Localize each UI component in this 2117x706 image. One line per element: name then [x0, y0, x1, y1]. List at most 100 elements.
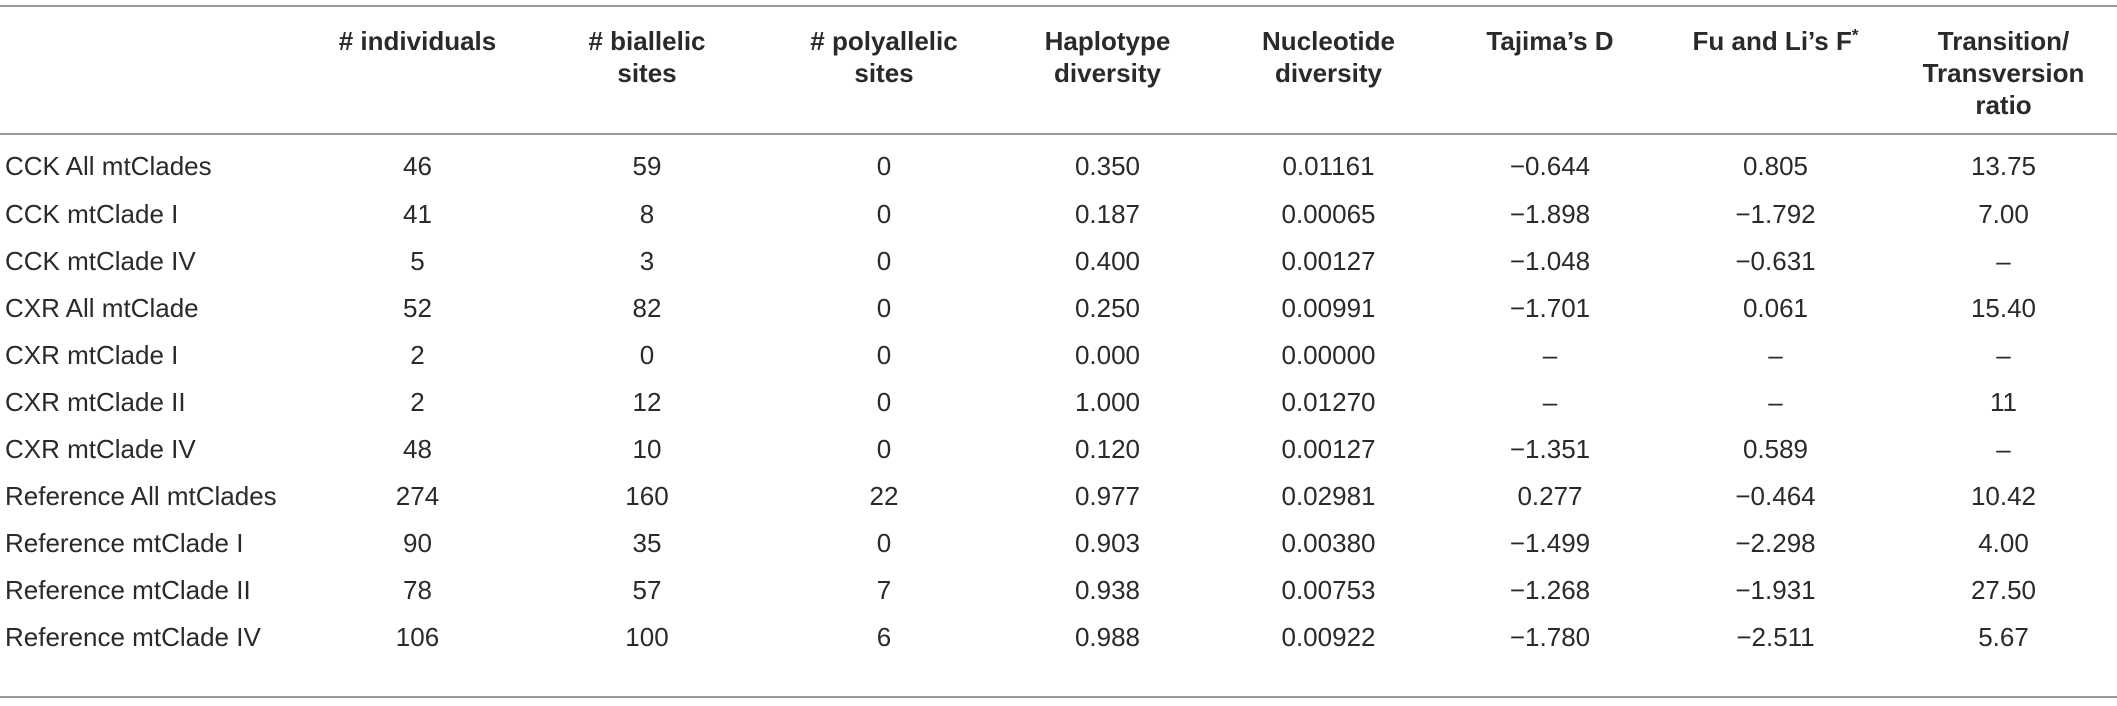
- tajimas-d-cell: −1.701: [1509, 293, 1591, 323]
- transition-transversion-cell: 4.00: [1978, 528, 2029, 558]
- tajimas-d-cell: −1.898: [1509, 199, 1591, 229]
- individuals-cell: 2: [410, 387, 425, 417]
- biallelic-sites-cell: 8: [639, 199, 655, 229]
- header-label: [0, 6, 312, 134]
- nucleotide-diversity-cell: 0.02981: [1281, 481, 1376, 511]
- transition-transversion-cell: –: [1996, 246, 2011, 276]
- fu-and-lis-f-cell: 0.061: [1742, 293, 1809, 323]
- tajimas-d-cell: −1.499: [1509, 528, 1591, 558]
- row-label: CXR mtClade II: [5, 387, 186, 417]
- transition-transversion-cell: 13.75: [1970, 150, 2037, 181]
- row-label: CCK All mtClades: [5, 150, 212, 181]
- biallelic-sites-cell: 12: [632, 387, 662, 417]
- transition-transversion-cell: 27.50: [1970, 575, 2037, 605]
- biallelic-sites-cell: 57: [632, 575, 662, 605]
- biallelic-sites-cell: 82: [632, 293, 662, 323]
- fu-and-lis-f-cell: 0.589: [1742, 434, 1809, 464]
- row-label: CXR All mtClade: [5, 293, 199, 323]
- fu-and-lis-f-cell: 0.805: [1742, 150, 1809, 181]
- header-haplotype-diversity: Haplotype diversity: [1044, 26, 1171, 88]
- row-label: CXR mtClade I: [5, 340, 179, 370]
- nucleotide-diversity-cell: 0.00127: [1281, 434, 1376, 464]
- polyallelic-sites-cell: 0: [876, 528, 892, 558]
- header-individuals: # individuals: [338, 26, 497, 56]
- polyallelic-sites-cell: 0: [876, 340, 892, 370]
- header-biallelic-sites: # biallelic sites: [588, 26, 706, 88]
- fu-and-lis-f-cell: −1.931: [1735, 575, 1816, 605]
- nucleotide-diversity-cell: 0.00380: [1281, 528, 1376, 558]
- table-row: CXR mtClade II 2 12 0 1.000 0.01270 – – 11: [0, 379, 2117, 426]
- haplotype-diversity-cell: 0.250: [1074, 293, 1141, 323]
- biallelic-sites-cell: 100: [625, 622, 669, 652]
- haplotype-diversity-cell: 0.988: [1074, 622, 1141, 652]
- individuals-cell: 5: [410, 246, 425, 276]
- haplotype-diversity-cell: 1.000: [1074, 387, 1141, 417]
- transition-transversion-cell: –: [1996, 340, 2011, 370]
- haplotype-diversity-cell: 0.977: [1074, 481, 1141, 511]
- table-bottom-rule: [0, 696, 2117, 698]
- row-label: Reference All mtClades: [5, 481, 277, 511]
- biallelic-sites-cell: 10: [632, 434, 662, 464]
- polyallelic-sites-cell: 0: [876, 150, 892, 181]
- header-tajimas-d: Tajima’s D: [1486, 26, 1614, 56]
- polyallelic-sites-cell: 0: [876, 199, 892, 229]
- transition-transversion-cell: 5.67: [1978, 622, 2029, 652]
- haplotype-diversity-cell: 0.903: [1074, 528, 1141, 558]
- table-row: Reference All mtClades 274 160 22 0.977 0.029…: [0, 473, 2117, 520]
- tajimas-d-cell: −1.048: [1509, 246, 1591, 276]
- table-row: CXR All mtClade 52 82 0 0.250 0.00991 −1.701 0.…: [0, 285, 2117, 332]
- biallelic-sites-cell: 59: [632, 150, 662, 181]
- header-nucleotide-diversity: Nucleotide diversity: [1262, 26, 1395, 88]
- fu-and-lis-f-cell: −0.631: [1735, 246, 1816, 276]
- tajimas-d-cell: –: [1542, 340, 1558, 370]
- fu-and-lis-f-cell: –: [1768, 340, 1783, 370]
- nucleotide-diversity-cell: 0.00127: [1281, 246, 1376, 276]
- polyallelic-sites-cell: 0: [876, 293, 892, 323]
- tajimas-d-cell: –: [1542, 387, 1558, 417]
- haplotype-diversity-cell: 0.120: [1074, 434, 1141, 464]
- row-label: CCK mtClade I: [5, 199, 179, 229]
- polyallelic-sites-cell: 0: [876, 246, 892, 276]
- row-label: Reference mtClade I: [5, 528, 244, 558]
- tajimas-d-cell: −1.268: [1509, 575, 1591, 605]
- polyallelic-sites-cell: 22: [869, 481, 899, 511]
- biallelic-sites-cell: 35: [632, 528, 662, 558]
- individuals-cell: 274: [395, 481, 440, 511]
- transition-transversion-cell: –: [1996, 434, 2011, 464]
- transition-transversion-cell: 15.40: [1970, 293, 2037, 323]
- tajimas-d-cell: 0.277: [1517, 481, 1583, 511]
- row-label: Reference mtClade IV: [5, 622, 261, 652]
- fu-and-lis-f-cell: –: [1768, 387, 1783, 417]
- biallelic-sites-cell: 3: [639, 246, 655, 276]
- row-label: Reference mtClade II: [5, 575, 251, 605]
- table-row: CCK All mtClades 46 59 0 0.350 0.01161 −0.644 0…: [0, 134, 2117, 191]
- table-row: CCK mtClade I 41 8 0 0.187 0.00065 −1.898 −1.79…: [0, 191, 2117, 238]
- individuals-cell: 48: [403, 434, 432, 464]
- biallelic-sites-cell: 160: [625, 481, 669, 511]
- polyallelic-sites-cell: 0: [876, 387, 892, 417]
- tajimas-d-cell: −1.351: [1509, 434, 1591, 464]
- fu-and-lis-f-cell: −0.464: [1735, 481, 1816, 511]
- nucleotide-diversity-cell: 0.00065: [1281, 199, 1376, 229]
- haplotype-diversity-cell: 0.938: [1074, 575, 1141, 605]
- haplotype-diversity-cell: 0.400: [1074, 246, 1141, 276]
- tajimas-d-cell: −0.644: [1509, 150, 1591, 181]
- table-row: Reference mtClade I 90 35 0 0.903 0.00380 −1.4…: [0, 520, 2117, 567]
- polyallelic-sites-cell: 7: [876, 575, 892, 605]
- transition-transversion-cell: 11: [1990, 387, 2017, 417]
- biallelic-sites-cell: 0: [639, 340, 655, 370]
- table-row: CCK mtClade IV 5 3 0 0.400 0.00127 −1.048 −0.63…: [0, 238, 2117, 285]
- table-header-row: # individuals # biallelic sites # polyall…: [0, 6, 2117, 134]
- population-genetics-table: # individuals # biallelic sites # polyall…: [0, 5, 2117, 667]
- fu-and-lis-f-cell: −1.792: [1735, 199, 1816, 229]
- individuals-cell: 52: [403, 293, 432, 323]
- haplotype-diversity-cell: 0.000: [1074, 340, 1141, 370]
- nucleotide-diversity-cell: 0.01270: [1281, 387, 1376, 417]
- table-row: Reference mtClade IV 106 100 6 0.988 0.00922 −…: [0, 614, 2117, 667]
- header-polyallelic-sites: # polyallelic sites: [810, 26, 958, 88]
- polyallelic-sites-cell: 6: [876, 622, 892, 652]
- table-row: CXR mtClade IV 48 10 0 0.120 0.00127 −1.351 0.5…: [0, 426, 2117, 473]
- header-fu-and-lis-f: Fu and Li’s F*: [1692, 25, 1859, 56]
- individuals-cell: 2: [410, 340, 425, 370]
- table-row: Reference mtClade II 78 57 7 0.938 0.00753 −1.…: [0, 567, 2117, 614]
